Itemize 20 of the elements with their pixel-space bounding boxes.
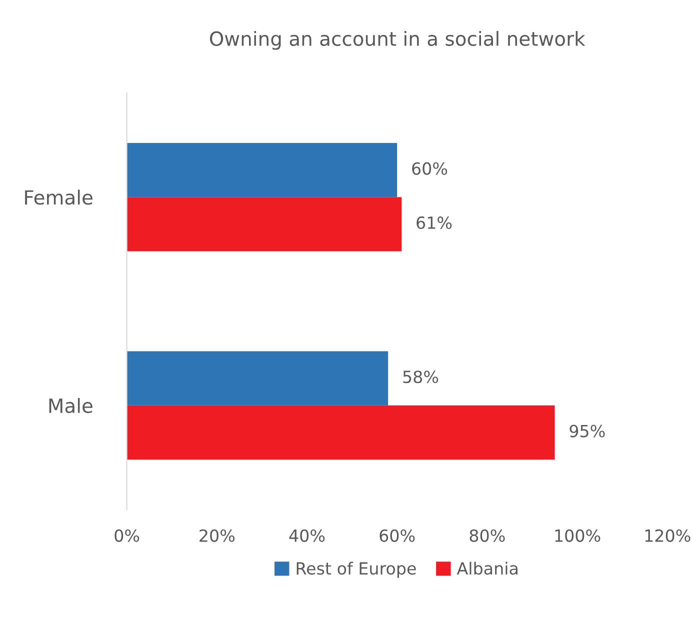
- x-tick-label: 60%: [380, 529, 415, 542]
- legend-label: Albania: [456, 562, 518, 575]
- bar: [126, 197, 402, 252]
- bar: [126, 351, 388, 406]
- y-tick-label: Male: [49, 398, 92, 414]
- legend-label: Rest of Europe: [296, 562, 416, 578]
- data-label: 61%: [416, 216, 452, 230]
- x-tick-label: 40%: [289, 529, 325, 542]
- x-tick-label: 100%: [555, 529, 600, 542]
- x-tick-label: 120%: [645, 529, 690, 542]
- x-tick-label: 0%: [114, 529, 140, 542]
- x-tick-label: 20%: [200, 529, 235, 542]
- bar: [126, 142, 398, 198]
- x-tick-label: 80%: [470, 529, 505, 542]
- chart-title: Owning an account in a social network: [210, 30, 586, 50]
- data-label: 58%: [403, 370, 438, 384]
- bar: [126, 405, 555, 460]
- data-label: 60%: [412, 162, 448, 175]
- data-label: 95%: [570, 424, 605, 438]
- y-tick-label: Female: [25, 190, 92, 205]
